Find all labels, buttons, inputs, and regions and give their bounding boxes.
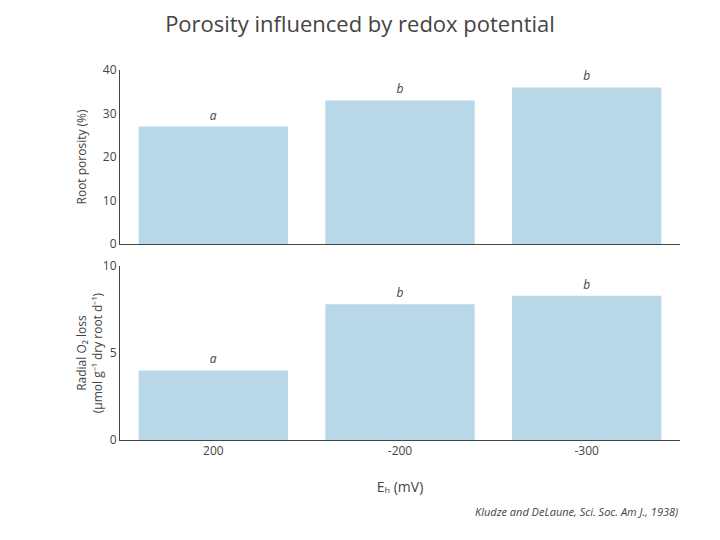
svg-text:Root porosity (%): Root porosity (%) [73,109,90,205]
svg-text:10: 10 [103,192,117,209]
svg-text:-300: -300 [574,442,599,459]
svg-text:20: 20 [103,148,117,165]
svg-text:b: b [397,284,404,301]
svg-text:a: a [210,350,217,367]
svg-text:Kludze and DeLaune, Sci. Soc.: Kludze and DeLaune, Sci. Soc. Am J., 193… [475,504,678,519]
svg-text:b: b [397,80,404,97]
svg-text:-200: -200 [388,442,413,459]
svg-text:Radial O₂ loss(μmol g⁻¹ dry ro: Radial O₂ loss(μmol g⁻¹ dry root d⁻¹) [73,292,106,413]
svg-text:0: 0 [110,235,117,252]
svg-text:5: 5 [110,344,117,361]
svg-text:40: 40 [103,61,117,78]
svg-text:0: 0 [110,431,117,448]
svg-text:Eₕ (mV): Eₕ (mV) [377,477,424,496]
svg-text:b: b [583,276,590,293]
svg-text:200: 200 [203,442,224,459]
svg-text:b: b [583,67,590,84]
svg-text:30: 30 [103,105,117,122]
svg-text:a: a [210,107,217,124]
svg-text:Porosity influenced by redox p: Porosity influenced by redox potential [165,8,555,38]
svg-text:10: 10 [103,257,117,274]
